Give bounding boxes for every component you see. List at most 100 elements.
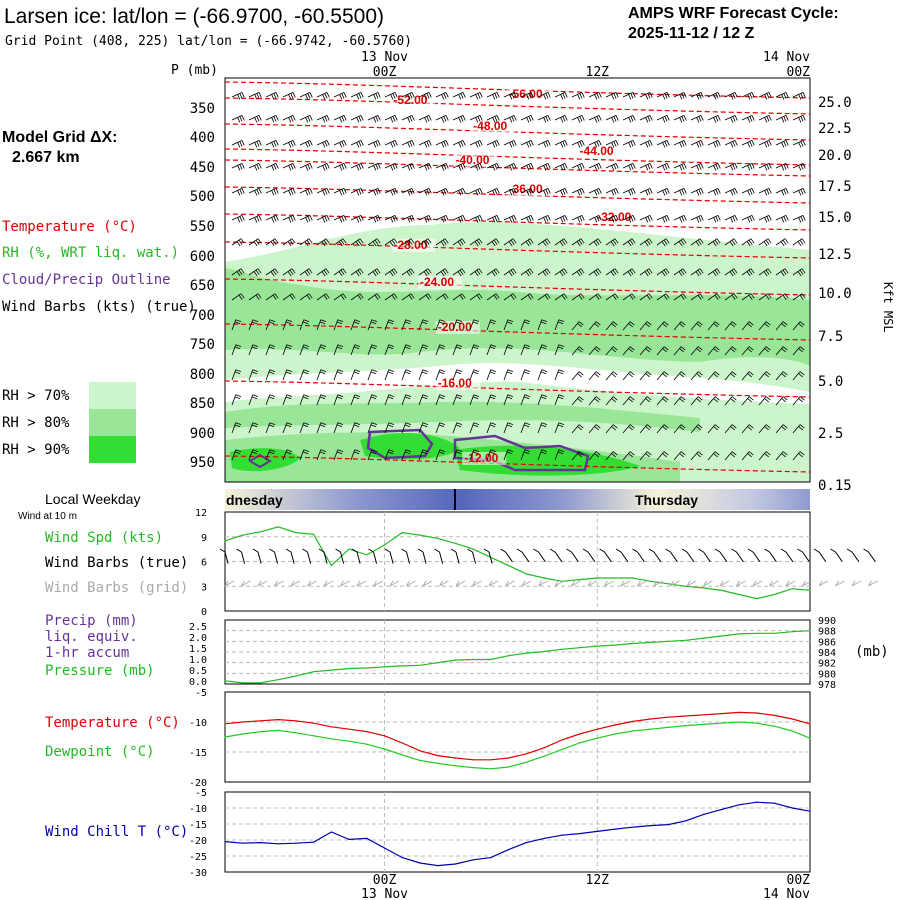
- wind-barb: [401, 293, 415, 301]
- wind-barb: [503, 394, 514, 406]
- temperature-line-point: [401, 742, 403, 744]
- dewpoint-line-point: [578, 742, 581, 744]
- surface-wind-barb: [599, 548, 612, 563]
- wind-barb: [758, 293, 772, 301]
- wind-barb: [554, 140, 568, 148]
- wind-barb: [639, 396, 652, 406]
- wind-barb: [741, 92, 755, 100]
- pressure-tick: 650: [190, 278, 215, 294]
- wind-barb: [707, 371, 720, 381]
- weekday-right: Thursday: [635, 492, 698, 508]
- wind-barb: [554, 188, 568, 196]
- grid-wind-barb: [340, 580, 350, 587]
- temperature-contour: [224, 123, 811, 141]
- cross-section-panel: -56.00-52.00-48.00-44.00-40.00-36.00-32.…: [171, 63, 895, 494]
- wind-speed-line-point: [313, 533, 315, 535]
- wind-barb: [588, 188, 602, 196]
- wind-barb: [503, 369, 514, 381]
- wind-barb: [537, 293, 551, 301]
- wind-barb: [350, 369, 361, 381]
- wind-chill-line-point: [596, 830, 598, 833]
- dewpoint-line-point: [383, 748, 386, 750]
- wind-barb: [656, 396, 669, 406]
- pressure-tick: 980: [818, 669, 836, 680]
- surface-wind-barb: [797, 548, 810, 563]
- grid-wind-barb: [323, 580, 334, 587]
- wind-barb: [520, 140, 534, 148]
- wind-barb: [571, 346, 584, 356]
- wind-barb: [401, 344, 412, 356]
- wind-barb: [435, 293, 449, 301]
- grid-wind-barb: [835, 580, 845, 587]
- grid-wind-barb: [373, 580, 383, 587]
- pressure-line-point: [791, 631, 793, 633]
- wind-barb: [367, 268, 381, 277]
- surface-wind-barb: [335, 548, 345, 564]
- grid-wind-barb: [868, 580, 878, 587]
- dewpoint-line-point: [401, 754, 403, 756]
- wind-barb: [741, 321, 754, 331]
- grid-wind-barb: [604, 580, 614, 587]
- wind-barb: [690, 346, 703, 356]
- wind-barb: [265, 92, 279, 100]
- wind-barb: [690, 268, 704, 277]
- wind-barb: [605, 238, 619, 247]
- temperature-line-point: [738, 711, 740, 714]
- weekday-left: dnesday: [226, 492, 283, 508]
- wind-barb: [639, 346, 652, 356]
- wind-barb: [469, 449, 480, 461]
- forecast-cycle-date: 2025-11-12 / 12 Z: [628, 25, 755, 42]
- wind-barb: [282, 268, 296, 277]
- wind-chill-line-point: [401, 857, 403, 859]
- pressure-units: (mb): [855, 644, 889, 660]
- time-tick-date: 14 Nov: [763, 50, 810, 65]
- wind-barb: [605, 371, 618, 381]
- wind-barb: [673, 115, 687, 123]
- wind-barb: [486, 268, 500, 277]
- wind-height-label: Wind at 10 m: [18, 511, 77, 522]
- rh-legend-swatch: [89, 409, 136, 436]
- wind-barb: [707, 424, 720, 434]
- height-tick: 17.5: [818, 179, 852, 195]
- wind-speed-line-point: [242, 534, 244, 536]
- contour-label-bg: [418, 276, 462, 289]
- wind-barb: [452, 319, 463, 331]
- contour-label-bg: [435, 377, 480, 390]
- pressure-tick: 800: [190, 367, 215, 383]
- wind-barb: [792, 346, 805, 356]
- wind-barb: [299, 215, 313, 223]
- wind-barb: [605, 115, 619, 123]
- wind-barb: [316, 238, 330, 247]
- wind-barb: [554, 215, 568, 223]
- dewpoint-line-point: [756, 722, 758, 724]
- surface-wind-barb: [549, 548, 563, 563]
- wind-barb: [333, 394, 344, 406]
- wind-barb: [741, 115, 755, 123]
- wind-barb: [724, 396, 737, 406]
- pressure-line-point: [720, 635, 723, 637]
- grid-wind-barb: [274, 580, 284, 587]
- value-tick: 12: [195, 508, 207, 519]
- wind-barb: [656, 115, 670, 123]
- value-tick: -25: [189, 852, 207, 863]
- wind-barb: [571, 140, 585, 148]
- wind-barb: [231, 163, 245, 171]
- wind-chill-line-point: [330, 831, 332, 833]
- wind-barb: [265, 238, 279, 247]
- wind-barb: [656, 321, 669, 331]
- wind-barb: [792, 92, 806, 100]
- wind-barb: [673, 451, 686, 461]
- pressure-line: [224, 630, 811, 684]
- wind-barb: [401, 238, 415, 247]
- wind-chill-line-point: [454, 863, 457, 865]
- contour-label: -12.00: [464, 451, 498, 465]
- temperature-line-point: [543, 747, 545, 749]
- wind-barb: [418, 115, 432, 123]
- wind-barb: [350, 188, 364, 196]
- wind-barb: [503, 319, 514, 331]
- pressure-line-point: [596, 645, 598, 647]
- wind-speed-line-point: [543, 577, 545, 579]
- wind-barb: [588, 293, 602, 301]
- wind-barb: [367, 369, 378, 381]
